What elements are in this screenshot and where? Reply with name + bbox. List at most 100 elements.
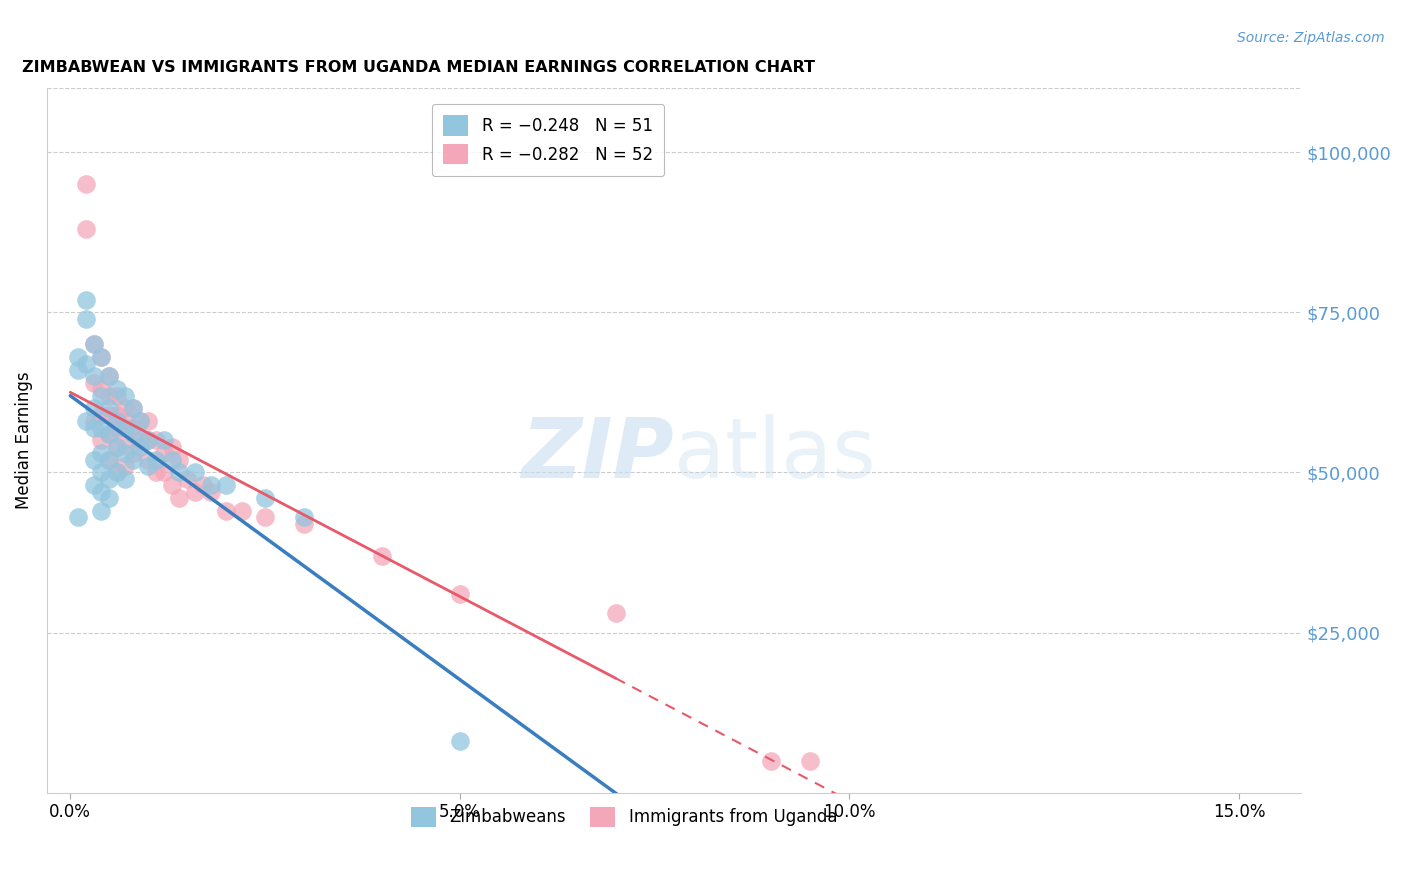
Point: [152, 446, 174, 460]
Point: [121, 401, 143, 416]
Point: [98, 427, 121, 442]
Point: [449, 734, 471, 748]
Point: [105, 466, 128, 480]
Text: ZIP: ZIP: [522, 414, 673, 495]
Point: [254, 510, 277, 524]
Point: [98, 452, 121, 467]
Point: [75, 414, 97, 428]
Point: [67, 510, 90, 524]
Point: [83, 478, 105, 492]
Point: [449, 587, 471, 601]
Point: [200, 484, 222, 499]
Point: [75, 293, 97, 307]
Point: [90, 382, 112, 396]
Point: [114, 446, 136, 460]
Point: [152, 466, 174, 480]
Point: [75, 178, 97, 192]
Point: [121, 401, 143, 416]
Point: [105, 382, 128, 396]
Point: [98, 389, 121, 403]
Point: [90, 350, 112, 364]
Text: ZIMBABWEAN VS IMMIGRANTS FROM UGANDA MEDIAN EARNINGS CORRELATION CHART: ZIMBABWEAN VS IMMIGRANTS FROM UGANDA MED…: [22, 60, 815, 75]
Point: [98, 401, 121, 416]
Point: [98, 472, 121, 486]
Point: [83, 337, 105, 351]
Point: [114, 472, 136, 486]
Point: [105, 440, 128, 454]
Point: [145, 434, 167, 448]
Point: [129, 414, 152, 428]
Point: [121, 446, 143, 460]
Point: [67, 363, 90, 377]
Point: [215, 504, 238, 518]
Text: atlas: atlas: [673, 414, 876, 495]
Point: [67, 350, 90, 364]
Point: [98, 452, 121, 467]
Point: [83, 414, 105, 428]
Point: [761, 754, 783, 768]
Point: [169, 452, 191, 467]
Point: [90, 504, 112, 518]
Point: [90, 350, 112, 364]
Point: [169, 491, 191, 505]
Point: [105, 420, 128, 434]
Point: [169, 466, 191, 480]
Point: [90, 484, 112, 499]
Point: [83, 337, 105, 351]
Point: [160, 478, 183, 492]
Point: [90, 446, 112, 460]
Point: [145, 466, 167, 480]
Point: [105, 408, 128, 422]
Point: [145, 452, 167, 467]
Point: [114, 414, 136, 428]
Point: [231, 504, 253, 518]
Point: [90, 420, 112, 434]
Point: [90, 389, 112, 403]
Point: [114, 389, 136, 403]
Point: [83, 376, 105, 390]
Point: [98, 427, 121, 442]
Point: [152, 434, 174, 448]
Point: [105, 389, 128, 403]
Point: [136, 434, 159, 448]
Point: [75, 357, 97, 371]
Point: [114, 420, 136, 434]
Point: [105, 466, 128, 480]
Point: [90, 466, 112, 480]
Point: [605, 607, 627, 621]
Point: [105, 414, 128, 428]
Point: [799, 754, 821, 768]
Point: [114, 459, 136, 474]
Point: [160, 440, 183, 454]
Point: [136, 459, 159, 474]
Point: [215, 478, 238, 492]
Point: [371, 549, 394, 563]
Point: [176, 472, 198, 486]
Point: [121, 420, 143, 434]
Point: [83, 369, 105, 384]
Point: [114, 401, 136, 416]
Point: [136, 414, 159, 428]
Point: [292, 516, 315, 531]
Point: [83, 401, 105, 416]
Point: [83, 452, 105, 467]
Point: [83, 420, 105, 434]
Y-axis label: Median Earnings: Median Earnings: [15, 372, 32, 509]
Point: [121, 427, 143, 442]
Point: [184, 466, 207, 480]
Point: [114, 434, 136, 448]
Point: [121, 452, 143, 467]
Point: [160, 452, 183, 467]
Point: [200, 478, 222, 492]
Text: Source: ZipAtlas.com: Source: ZipAtlas.com: [1237, 31, 1385, 45]
Point: [129, 414, 152, 428]
Point: [191, 478, 214, 492]
Point: [105, 440, 128, 454]
Point: [75, 311, 97, 326]
Point: [184, 484, 207, 499]
Point: [292, 510, 315, 524]
Point: [98, 369, 121, 384]
Point: [98, 491, 121, 505]
Point: [75, 222, 97, 236]
Point: [129, 440, 152, 454]
